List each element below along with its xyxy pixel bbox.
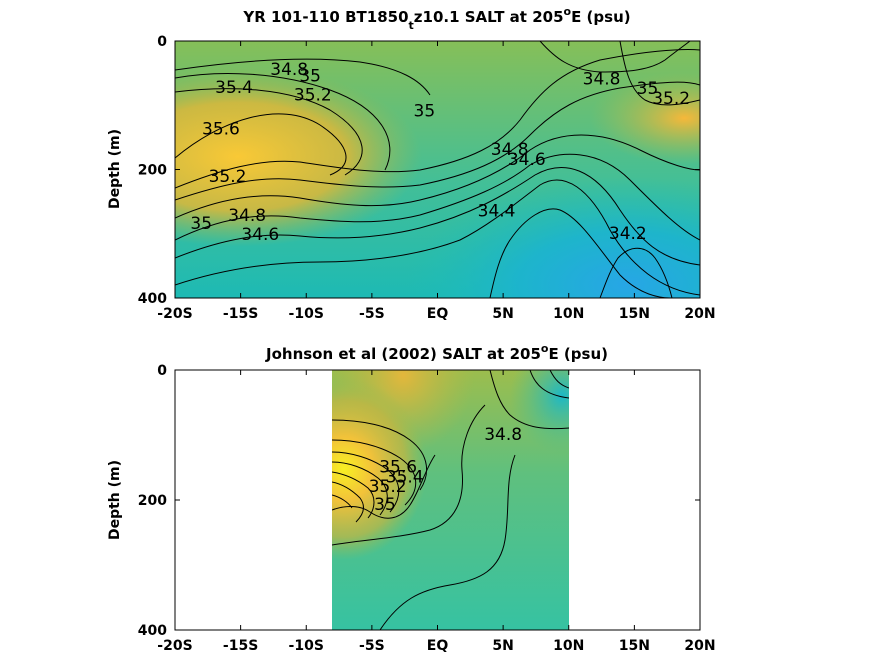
x-tick-label: EQ (427, 638, 449, 654)
contour-label: 35 (374, 495, 396, 515)
contour-label: 35.2 (369, 477, 407, 497)
x-tick-label: 20N (684, 306, 715, 322)
y-tick-label: 200 (138, 493, 167, 509)
x-tick-label: 20N (684, 638, 715, 654)
contour-label: 34.8 (491, 140, 529, 160)
contour-label: 34.8 (270, 60, 308, 80)
contour-label: 34.8 (484, 425, 522, 445)
contour-label: 35 (414, 102, 436, 122)
panel-2: 34.8 35.635.435.235 -20S -15S -10S -5S EQ 5N 10… (107, 342, 716, 654)
x-tick-label: -10S (289, 306, 324, 322)
contour-label: 34.4 (478, 201, 516, 221)
x-tick-label: 5N (492, 306, 513, 322)
contour-label: 34.8 (228, 206, 266, 226)
contour-label: 35.4 (215, 78, 253, 98)
x-tick-label: -15S (223, 306, 258, 322)
y-tick-label: 400 (138, 623, 167, 639)
panel-1-y-axis: 0 200 400 (138, 34, 700, 307)
contour-label: 35 (637, 79, 659, 99)
panel-2-contour-labels: 34.8 35.635.435.235 (369, 425, 522, 515)
panel-1-x-axis: -20S -15S -10S -5S EQ 5N 10N 15N 20N (157, 41, 716, 322)
contour-label: 35 (299, 66, 321, 86)
x-tick-label: -5S (359, 638, 385, 654)
panel-2-y-axis-label: Depth (m) (107, 460, 123, 540)
panel-1-field (175, 41, 700, 298)
contour-label: 35.2 (294, 86, 332, 106)
x-tick-label: -10S (289, 638, 324, 654)
panel-1-y-axis-label: Depth (m) (107, 129, 123, 209)
x-tick-label: -15S (223, 638, 258, 654)
x-tick-label: -5S (359, 306, 385, 322)
x-tick-label: -20S (157, 638, 192, 654)
x-tick-label: -20S (157, 306, 192, 322)
y-tick-label: 0 (157, 363, 167, 379)
contour-label: 35.2 (209, 167, 247, 187)
x-tick-label: 5N (492, 638, 513, 654)
contour-label: 35.6 (202, 120, 240, 140)
panel-2-x-axis: -20S -15S -10S -5S EQ 5N 10N 15N 20N (157, 370, 716, 654)
panel-2-title: Johnson et al (2002) SALT at 205oE (psu) (265, 342, 608, 363)
contour-label: 34.2 (609, 224, 647, 244)
contour-label: 35.4 (386, 467, 424, 487)
contour-label: 34.6 (508, 150, 546, 170)
x-tick-label: 15N (619, 306, 650, 322)
x-tick-label: 10N (553, 306, 584, 322)
contour-label: 34.8 (583, 70, 621, 90)
contour-label: 35.6 (379, 458, 417, 478)
contour-label: 35 (190, 214, 212, 234)
panel-2-field (332, 370, 569, 630)
y-tick-label: 200 (138, 163, 167, 179)
y-tick-label: 400 (138, 291, 167, 307)
x-tick-label: 15N (619, 638, 650, 654)
contour-label: 35.2 (652, 89, 690, 109)
y-tick-label: 0 (157, 34, 167, 50)
contour-label: 34.6 (241, 225, 279, 245)
x-tick-label: EQ (427, 306, 449, 322)
panel-2-y-axis: 0 200 400 (138, 363, 700, 639)
x-tick-label: 10N (553, 638, 584, 654)
panel-1-title: YR 101-110 BT1850tz10.1 SALT at 205oE (p… (242, 5, 630, 32)
